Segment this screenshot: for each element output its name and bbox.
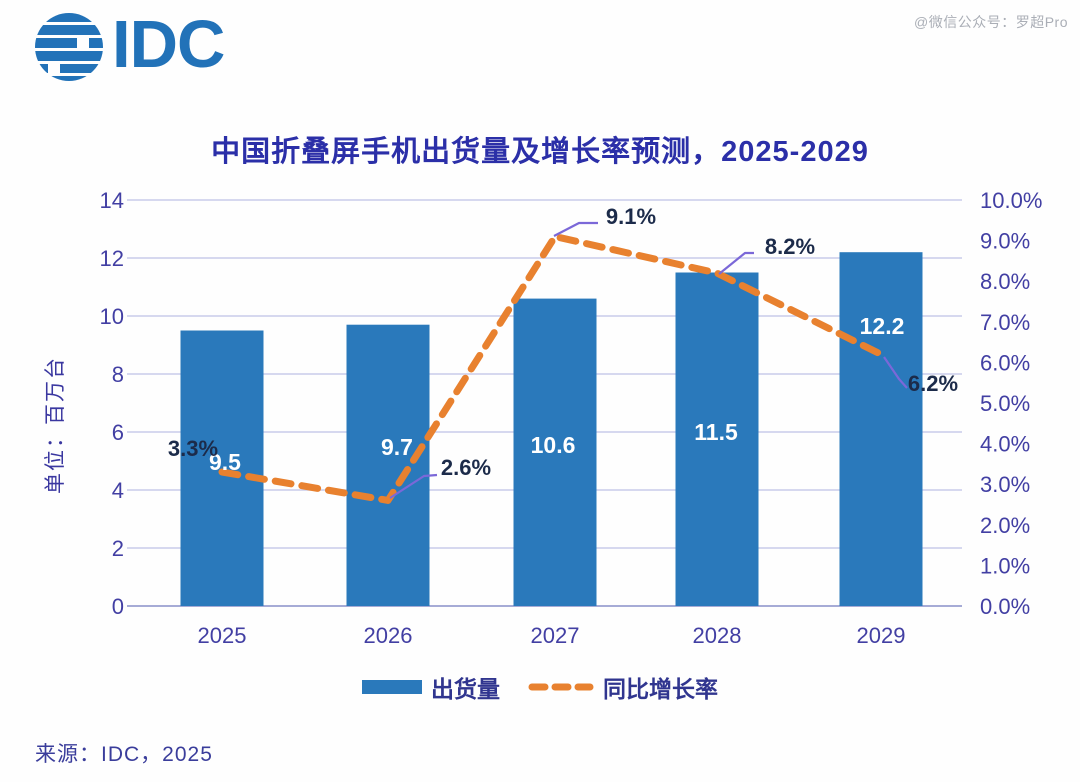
bar-value-label: 11.5: [694, 419, 738, 445]
chart-title: 中国折叠屏手机出货量及增长率预测，2025-2029: [211, 136, 869, 168]
left-axis-tick-label: 0: [112, 594, 124, 619]
legend-label-growth-rate: 同比增长率: [603, 676, 718, 702]
legend-dashed-line-swatch: [528, 683, 594, 691]
bar-value-label: 9.7: [381, 434, 413, 460]
legend-bar-swatch: [362, 680, 422, 694]
right-axis-tick-label: 10.0%: [980, 188, 1042, 213]
watermark: @微信公众号：罗超Pro: [914, 14, 1068, 30]
x-axis-label: 2027: [531, 623, 580, 648]
left-axis-tick-label: 14: [100, 188, 124, 213]
label-leader-line: [718, 251, 754, 275]
label-leader-line: [553, 221, 598, 237]
idc-logo-text: IDC: [112, 7, 225, 82]
legend-item-shipments: 出货量: [362, 670, 500, 704]
growth-rate-label: 9.1%: [606, 204, 656, 229]
left-axis-tick-label: 2: [112, 536, 124, 561]
x-axis-label: 2026: [364, 623, 413, 648]
left-axis-tick-label: 10: [100, 304, 124, 329]
bar-value-label: 12.2: [860, 313, 905, 339]
right-axis-tick-label: 2.0%: [980, 513, 1030, 538]
left-axis-title: 单位：百万台: [44, 356, 67, 494]
right-axis-tick-label: 5.0%: [980, 391, 1030, 416]
globe-notch: [48, 64, 60, 73]
label-leader-line: [883, 356, 908, 389]
left-axis-tick-label: 8: [112, 362, 124, 387]
growth-rate-label: 3.3%: [168, 436, 218, 461]
growth-rate-label: 2.6%: [441, 455, 491, 480]
right-axis-tick-label: 4.0%: [980, 432, 1030, 457]
bar-2028: [675, 272, 759, 606]
bar-2029: [839, 252, 923, 606]
bar-2025: [180, 330, 264, 606]
growth-rate-label: 6.2%: [908, 371, 958, 396]
left-axis-tick-label: 6: [112, 420, 124, 445]
label-leader-line: [389, 473, 438, 499]
idc-logo: IDC: [30, 6, 225, 84]
right-axis-tick-label: 6.0%: [980, 350, 1030, 375]
bar-value-label: 10.6: [531, 432, 576, 458]
chart-legend: 出货量 同比增长率: [362, 670, 718, 704]
globe-notch: [77, 38, 89, 48]
bar-2027: [513, 298, 597, 606]
left-axis-tick-label: 4: [112, 478, 124, 503]
right-axis-tick-label: 8.0%: [980, 269, 1030, 294]
right-axis-tick-label: 7.0%: [980, 310, 1030, 335]
growth-rate-label: 8.2%: [765, 234, 815, 259]
right-axis-tick-label: 3.0%: [980, 472, 1030, 497]
right-axis-tick-label: 0.0%: [980, 594, 1030, 619]
idc-globe-icon: [35, 13, 103, 81]
right-axis-tick-label: 9.0%: [980, 229, 1030, 254]
growth-rate-line: [218, 233, 885, 504]
x-axis-label: 2029: [857, 623, 906, 648]
right-axis-tick-label: 1.0%: [980, 553, 1030, 578]
left-axis-tick-label: 12: [100, 246, 124, 271]
bar-2026: [346, 324, 430, 606]
source-note: 来源：IDC，2025: [35, 743, 213, 766]
x-axis-label: 2025: [198, 623, 247, 648]
legend-item-growth-rate: 同比增长率: [528, 670, 718, 704]
legend-label-shipments: 出货量: [431, 676, 500, 702]
bar-value-label: 9.5: [209, 449, 241, 475]
x-axis-label: 2028: [693, 623, 742, 648]
